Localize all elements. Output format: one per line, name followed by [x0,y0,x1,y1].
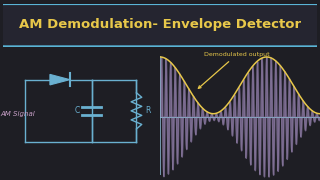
FancyBboxPatch shape [0,4,320,46]
Text: C: C [75,106,80,115]
Text: AM Demodulation- Envelope Detector: AM Demodulation- Envelope Detector [19,18,301,31]
Text: AM Signal: AM Signal [1,111,36,117]
Text: R: R [145,106,150,115]
Polygon shape [50,74,70,85]
Text: Demodulated output: Demodulated output [198,52,270,88]
